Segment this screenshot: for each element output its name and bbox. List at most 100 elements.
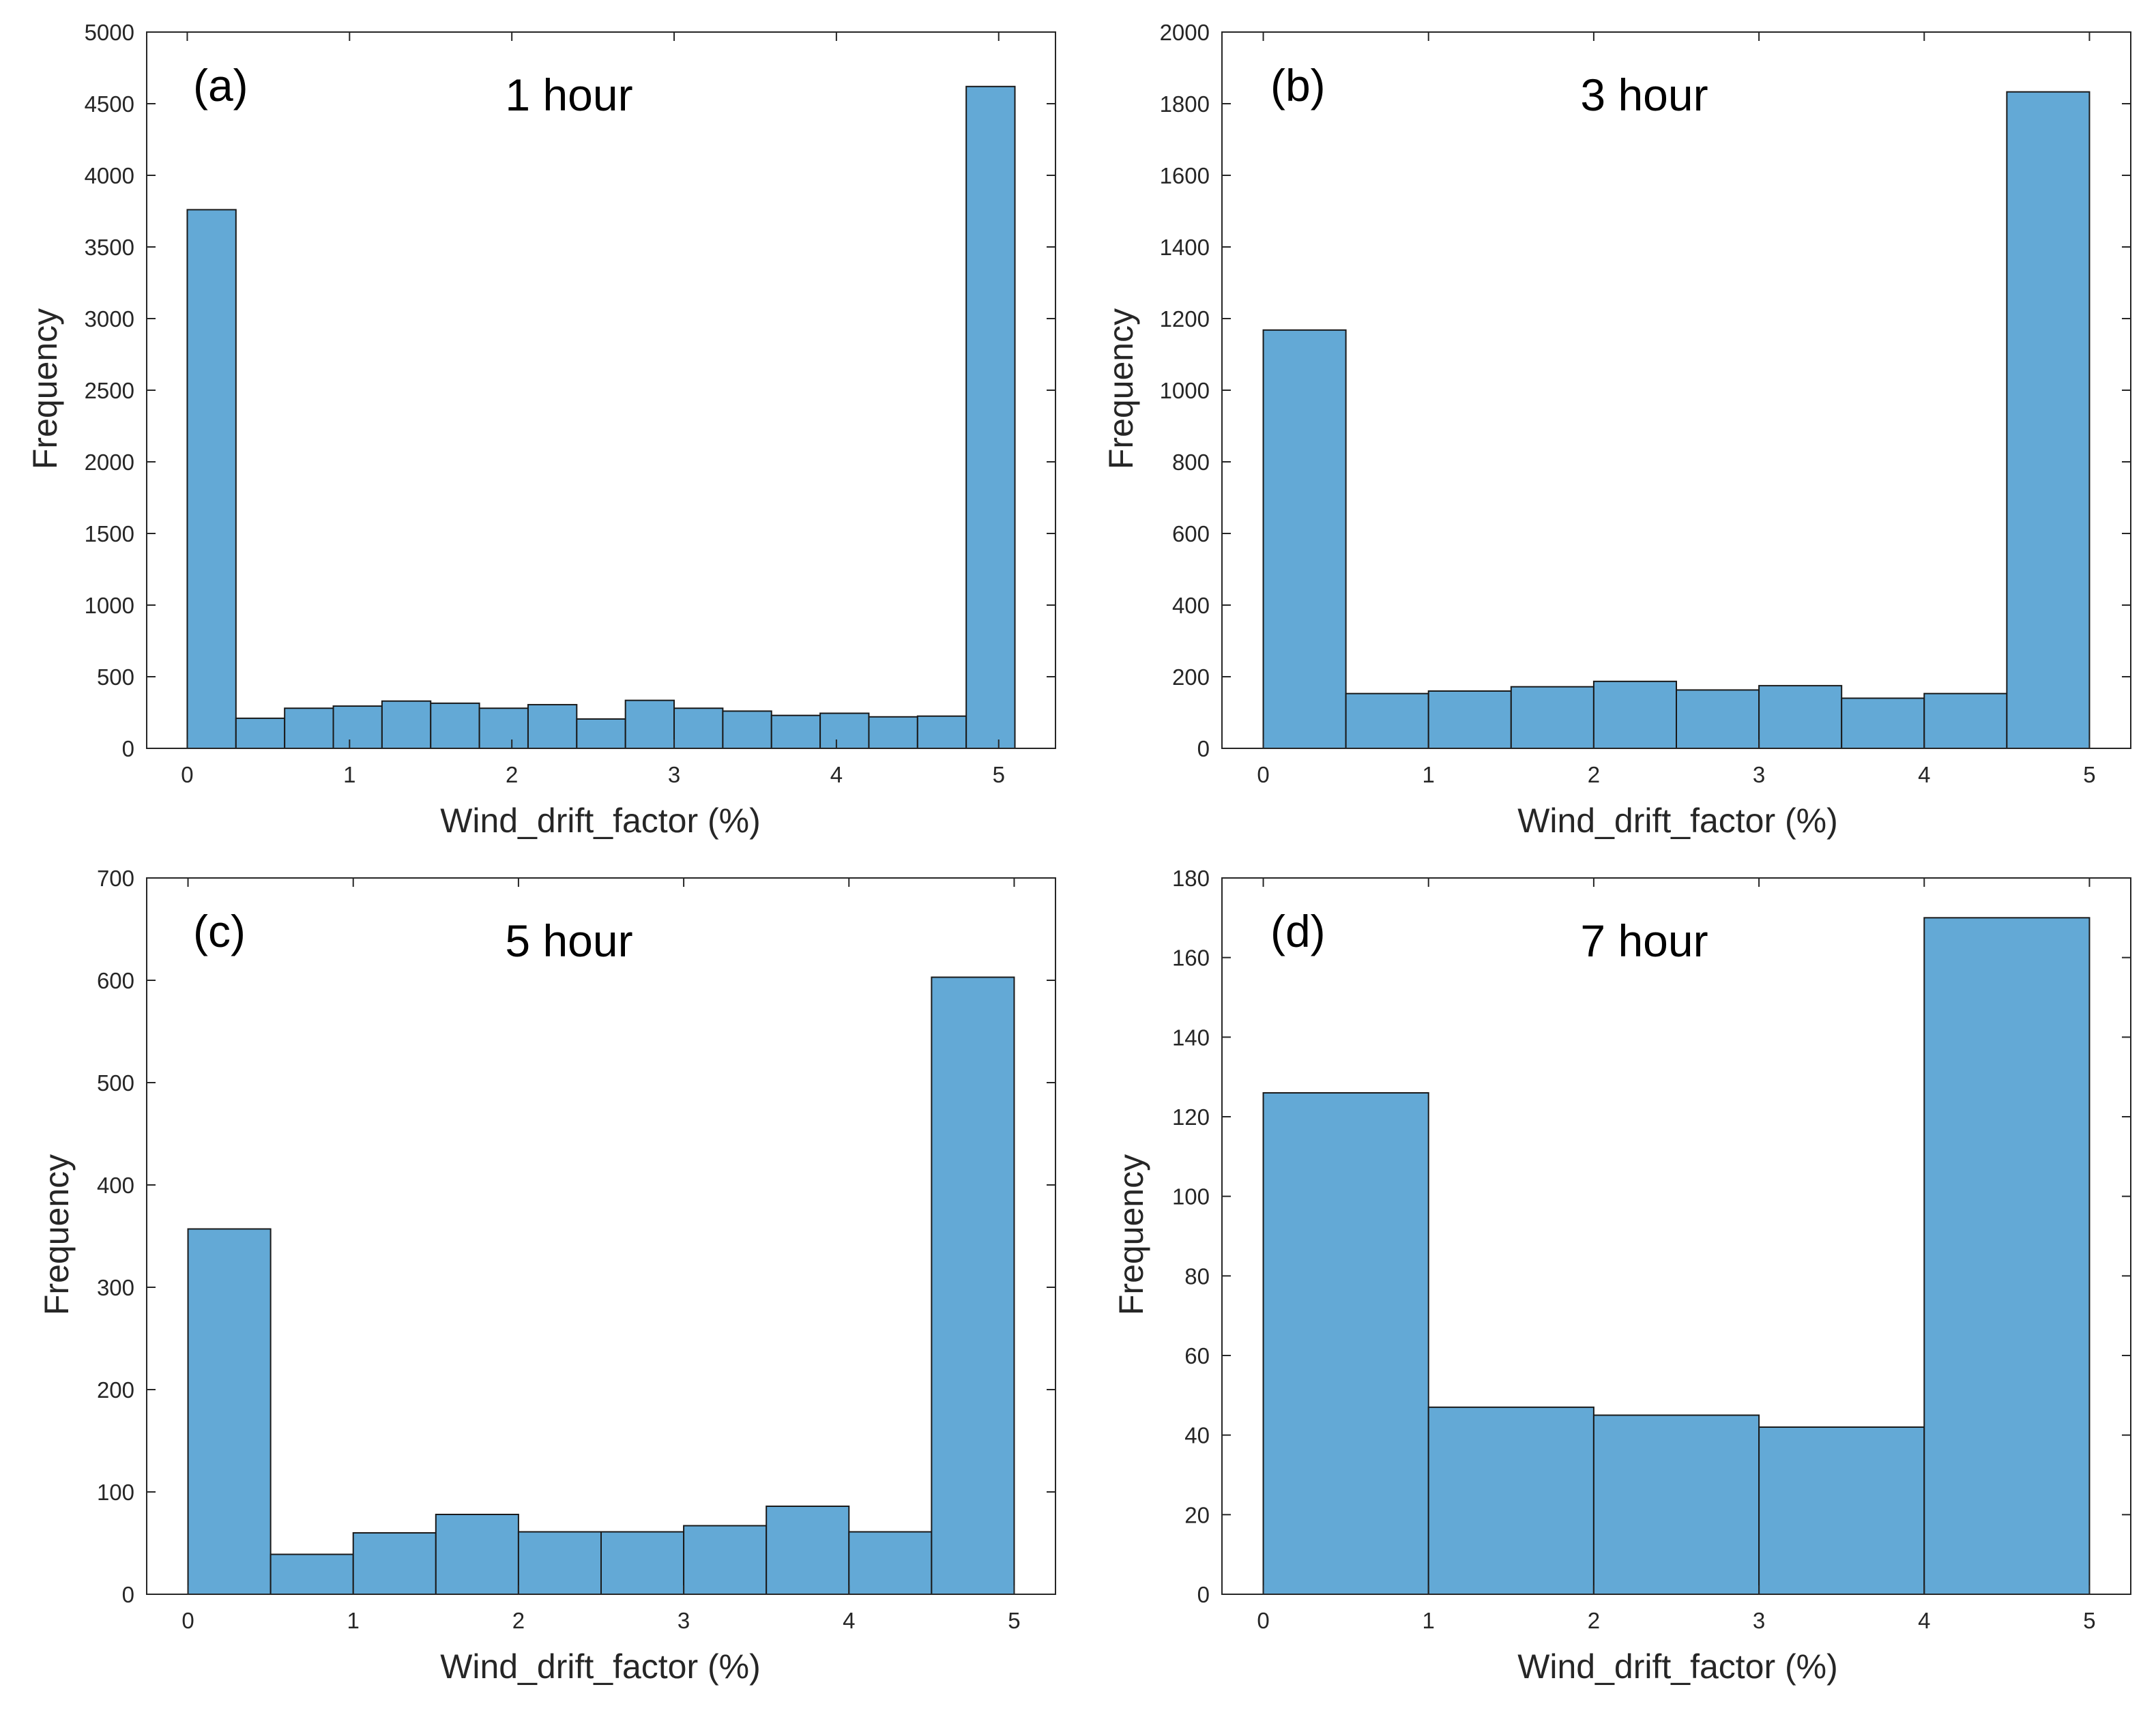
panel-a-bar <box>527 703 578 749</box>
panel-d-label: (d) <box>1270 906 1326 956</box>
panel-b-y-tick-label: 1600 <box>1160 163 1210 188</box>
panel-c-x-tick-label: 0 <box>181 1608 194 1633</box>
panel-a-y-tick-label: 2000 <box>85 450 134 475</box>
panel-c-axes-box <box>146 877 1056 1595</box>
panel-b-y-tick-label: 2000 <box>1160 20 1210 45</box>
panel-b-bar <box>1510 686 1594 750</box>
panel-b-y-tick-label: 1000 <box>1160 378 1210 403</box>
panel-a-bar <box>284 707 334 749</box>
panel-b-y-tick-label: 600 <box>1172 521 1210 546</box>
panel-b-label: (b) <box>1270 60 1326 111</box>
panel-b: (b) 3 hour Wind_drift_factor (%) Frequen… <box>1102 20 2131 840</box>
panel-c-bar <box>683 1525 768 1595</box>
panel-c-y-tick-label: 500 <box>97 1070 134 1096</box>
panel-b-bar <box>1841 697 1925 749</box>
panel-a-bar <box>576 718 626 749</box>
panel-b-y-tick-label: 200 <box>1172 664 1210 690</box>
panel-a: (a) 1 hour Wind_drift_factor (%) Frequen… <box>26 20 1056 840</box>
panel-c-bar <box>352 1532 437 1595</box>
panel-c-y-axis-label: Frequency <box>38 1154 76 1315</box>
panel-d-bar <box>1923 917 2091 1596</box>
panel-a-bar <box>235 717 286 750</box>
panel-a-bar <box>430 702 480 749</box>
panel-b-y-tick-label: 1800 <box>1160 91 1210 117</box>
panel-a-bar <box>965 85 1016 750</box>
panel-a-bar <box>624 699 675 750</box>
panel-d-x-tick-label: 1 <box>1423 1608 1435 1633</box>
panel-d-title: 7 hour <box>1580 915 1708 966</box>
panel-a-bar <box>186 209 237 749</box>
panel-d-x-tick-label: 2 <box>1588 1608 1600 1633</box>
panel-d-y-axis-label: Frequency <box>1112 1154 1150 1315</box>
panel-a-x-tick-label: 5 <box>993 762 1005 787</box>
panel-a-bar <box>916 715 967 749</box>
panel-a-label: (a) <box>193 60 248 111</box>
panel-d-y-tick-label: 140 <box>1172 1025 1210 1050</box>
panel-b-x-tick-label: 3 <box>1753 762 1765 787</box>
panel-a-y-tick-label: 4500 <box>85 91 134 117</box>
panel-c-y-tick-label: 0 <box>122 1582 134 1607</box>
panel-a-bar <box>770 714 821 749</box>
panel-a-bar <box>673 707 724 749</box>
panel-d-bar <box>1262 1092 1429 1595</box>
panel-a-y-tick-label: 5000 <box>85 20 134 45</box>
panel-b-bar <box>1262 329 1347 749</box>
panel-c-bar <box>931 976 1015 1595</box>
panel-a-y-tick-label: 1500 <box>85 521 134 546</box>
panel-b-y-tick-label: 1200 <box>1160 306 1210 332</box>
panel-b-x-tick-label: 2 <box>1588 762 1600 787</box>
panel-a-axes-box <box>146 31 1056 749</box>
panel-d-x-tick-label: 3 <box>1753 1608 1765 1633</box>
panel-a-y-tick-label: 2500 <box>85 378 134 403</box>
panel-c-bar <box>435 1514 519 1595</box>
panel-c: (c) 5 hour Wind_drift_factor (%) Frequen… <box>38 866 1056 1686</box>
panel-c-title: 5 hour <box>505 915 632 966</box>
panel-c-bar <box>766 1506 850 1595</box>
panel-d-y-tick-label: 20 <box>1184 1502 1210 1527</box>
panel-d-y-tick-label: 180 <box>1172 866 1210 891</box>
panel-c-bar <box>600 1531 685 1595</box>
panel-c-y-tick-label: 600 <box>97 968 134 993</box>
panel-d-y-tick-label: 120 <box>1172 1104 1210 1130</box>
panel-d-axes-box <box>1221 877 2131 1595</box>
panel-d-y-tick-label: 80 <box>1184 1263 1210 1289</box>
panel-d-x-axis-label: Wind_drift_factor (%) <box>1517 1647 1838 1686</box>
panel-b-x-axis-label: Wind_drift_factor (%) <box>1517 802 1838 840</box>
panel-a-y-tick-label: 500 <box>97 664 134 690</box>
panel-b-bar <box>1923 692 2008 749</box>
panel-b-axes-box <box>1221 31 2131 749</box>
panel-a-x-tick-label: 3 <box>668 762 680 787</box>
panel-a-y-tick-label: 4000 <box>85 163 134 188</box>
panel-c-x-axis-label: Wind_drift_factor (%) <box>440 1647 761 1686</box>
panel-a-bar <box>478 707 529 749</box>
panel-b-bar <box>1427 690 1512 749</box>
panel-a-x-axis-label: Wind_drift_factor (%) <box>440 802 761 840</box>
panel-c-y-tick-label: 100 <box>97 1480 134 1505</box>
panel-d-y-tick-label: 40 <box>1184 1423 1210 1448</box>
panel-d-y-tick-label: 160 <box>1172 946 1210 971</box>
panel-b-bar <box>1345 692 1429 749</box>
panel-a-title: 1 hour <box>505 70 632 120</box>
panel-c-y-tick-label: 700 <box>97 866 134 891</box>
panel-c-x-tick-label: 1 <box>347 1608 360 1633</box>
panel-d-bar <box>1592 1414 1760 1595</box>
panel-d-y-tick-label: 100 <box>1172 1184 1210 1210</box>
panel-b-bar <box>1676 689 1760 749</box>
panel-b-x-tick-label: 4 <box>1918 762 1930 787</box>
panel-a-y-tick-label: 3000 <box>85 306 134 332</box>
panel-c-y-tick-label: 400 <box>97 1173 134 1198</box>
panel-a-y-tick-label: 1000 <box>85 593 134 618</box>
panel-d-y-tick-label: 60 <box>1184 1343 1210 1368</box>
panel-a-y-tick-label: 3500 <box>85 235 134 260</box>
panel-c-bar <box>270 1553 354 1595</box>
panel-b-title: 3 hour <box>1580 70 1708 120</box>
panel-c-x-tick-label: 2 <box>512 1608 525 1633</box>
panel-d-x-tick-label: 5 <box>2083 1608 2095 1633</box>
panel-d-y-tick-label: 0 <box>1197 1582 1210 1607</box>
panel-c-bar <box>517 1531 602 1595</box>
panel-b-bar <box>1592 680 1678 750</box>
panel-b-y-axis-label: Frequency <box>1102 308 1140 469</box>
panel-a-bar <box>722 710 772 750</box>
panel-d-x-tick-label: 0 <box>1257 1608 1269 1633</box>
